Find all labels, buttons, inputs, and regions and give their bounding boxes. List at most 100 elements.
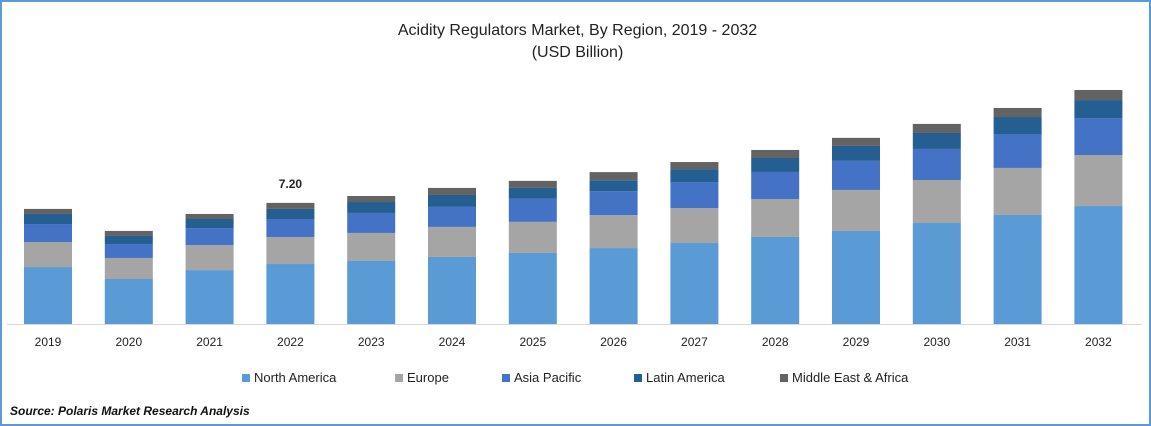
x-tick-label: 2028: [762, 335, 789, 349]
bar-segment-2031-europe: [993, 167, 1042, 215]
x-tick-label: 2029: [843, 335, 870, 349]
x-tick-label: 2032: [1085, 335, 1112, 349]
bar-segment-2030-asia-pacific: [912, 148, 961, 181]
bar-segment-2022-middle-east-africa: [266, 202, 315, 209]
data-label: 7.20: [279, 177, 303, 191]
bar-segment-2020-middle-east-africa: [104, 230, 153, 236]
x-tick-label: 2031: [1004, 335, 1031, 349]
bar-segment-2032-europe: [1074, 154, 1123, 207]
bar-segment-2027-middle-east-africa: [670, 162, 719, 170]
bar-segment-2022-asia-pacific: [266, 219, 315, 237]
legend-swatch: [395, 373, 403, 382]
legend-item: Asia Pacific: [502, 370, 581, 385]
bar-segment-2019-latin-america: [24, 213, 72, 225]
bar-segment-2023-north-america: [347, 261, 396, 324]
bar-segment-2020-latin-america: [104, 235, 153, 245]
x-tick-label: 2027: [681, 335, 708, 349]
legend-item: North America: [242, 370, 336, 385]
bar-segment-2027-latin-america: [670, 169, 719, 183]
bar-segment-2029-north-america: [832, 230, 880, 324]
legend-label: Europe: [407, 370, 449, 385]
bar-segment-2026-europe: [589, 215, 638, 249]
bar-segment-2030-europe: [912, 180, 961, 224]
bar-segment-2024-asia-pacific: [428, 206, 476, 227]
bar-segment-2025-middle-east-africa: [508, 180, 557, 188]
legend-label: North America: [254, 370, 337, 385]
bar-segment-2024-europe: [428, 226, 476, 257]
legend-label: Latin America: [646, 370, 725, 385]
x-tick-label: 2025: [519, 335, 546, 349]
x-tick-label: 2020: [115, 335, 142, 349]
bar-segment-2030-north-america: [912, 223, 961, 324]
bar-segment-2023-asia-pacific: [347, 212, 396, 233]
bar-segment-2031-latin-america: [993, 117, 1042, 134]
bar-segment-2032-asia-pacific: [1074, 118, 1123, 155]
legend-swatch: [634, 373, 642, 382]
legend-label: Asia Pacific: [514, 370, 582, 385]
bar-segment-2023-middle-east-africa: [347, 195, 396, 203]
legend-item: Middle East & Africa: [780, 370, 908, 385]
bar-segment-2023-latin-america: [347, 202, 396, 213]
bar-segment-2028-latin-america: [751, 158, 800, 172]
chart-subtitle: (USD Billion): [531, 44, 624, 61]
bar-segment-2029-asia-pacific: [832, 160, 880, 190]
bar-segment-2031-asia-pacific: [993, 133, 1042, 168]
x-tick-label: 2026: [600, 335, 627, 349]
bar-segment-2026-latin-america: [589, 180, 638, 192]
bar-segment-2024-middle-east-africa: [428, 187, 476, 195]
bar-segment-2021-asia-pacific: [185, 228, 234, 246]
x-tick-label: 2030: [923, 335, 950, 349]
bar-segment-2019-europe: [24, 242, 72, 268]
bar-segment-2029-europe: [832, 189, 880, 231]
bar-segment-2025-asia-pacific: [508, 198, 557, 222]
bar-segment-2028-middle-east-africa: [751, 149, 800, 159]
bar-segment-2020-europe: [104, 257, 153, 279]
bar-segment-2028-north-america: [751, 236, 800, 324]
bar-segment-2031-middle-east-africa: [993, 107, 1042, 118]
chart-title-block: Acidity Regulators Market, By Region, 20…: [2, 20, 1149, 64]
legend-label: Middle East & Africa: [792, 370, 909, 385]
bar-segment-2019-asia-pacific: [24, 224, 72, 243]
x-tick-label: 2021: [196, 335, 223, 349]
bar-segment-2027-europe: [670, 208, 719, 244]
legend-swatch: [242, 373, 250, 382]
bar-segment-2021-latin-america: [185, 219, 234, 229]
bar-segment-2031-north-america: [993, 214, 1042, 324]
bar-segment-2023-europe: [347, 232, 396, 261]
bar-segment-2020-north-america: [104, 278, 153, 324]
x-tick-label: 2023: [358, 335, 385, 349]
x-tick-label: 2022: [277, 335, 304, 349]
legend: North America Europe Asia Pacific Latin Ame…: [2, 370, 1149, 388]
bar-segment-2029-middle-east-africa: [832, 137, 880, 146]
bar-segment-2021-europe: [185, 245, 234, 271]
bar-segment-2028-asia-pacific: [751, 171, 800, 200]
bar-segment-2024-north-america: [428, 256, 476, 324]
bar-segment-2019-north-america: [24, 267, 72, 324]
bar-segment-2029-latin-america: [832, 145, 880, 161]
bar-segment-2032-north-america: [1074, 206, 1123, 324]
bar-segment-2021-north-america: [185, 270, 234, 324]
bar-segment-2026-middle-east-africa: [589, 172, 638, 181]
bar-segment-2020-asia-pacific: [104, 244, 153, 258]
bar-segment-2025-latin-america: [508, 187, 557, 199]
bar-segment-2032-middle-east-africa: [1074, 89, 1123, 101]
x-tick-label: 2019: [35, 335, 62, 349]
bar-segment-2027-north-america: [670, 243, 719, 324]
bar-segment-2021-middle-east-africa: [185, 213, 234, 219]
source-note: Source: Polaris Market Research Analysis: [10, 404, 250, 418]
legend-swatch: [502, 373, 510, 382]
legend-swatch: [780, 373, 788, 382]
bar-segment-2022-north-america: [266, 264, 315, 324]
bar-segment-2022-europe: [266, 236, 315, 265]
bar-segment-2032-latin-america: [1074, 100, 1123, 119]
chart-title: Acidity Regulators Market, By Region, 20…: [397, 22, 758, 39]
bar-segment-2027-asia-pacific: [670, 182, 719, 209]
bar-segment-2026-asia-pacific: [589, 191, 638, 216]
x-tick-label: 2024: [439, 335, 466, 349]
legend-item: Europe: [395, 370, 449, 385]
legend-item: Latin America: [634, 370, 725, 385]
bar-segment-2030-middle-east-africa: [912, 123, 961, 133]
bar-segment-2025-europe: [508, 221, 557, 253]
